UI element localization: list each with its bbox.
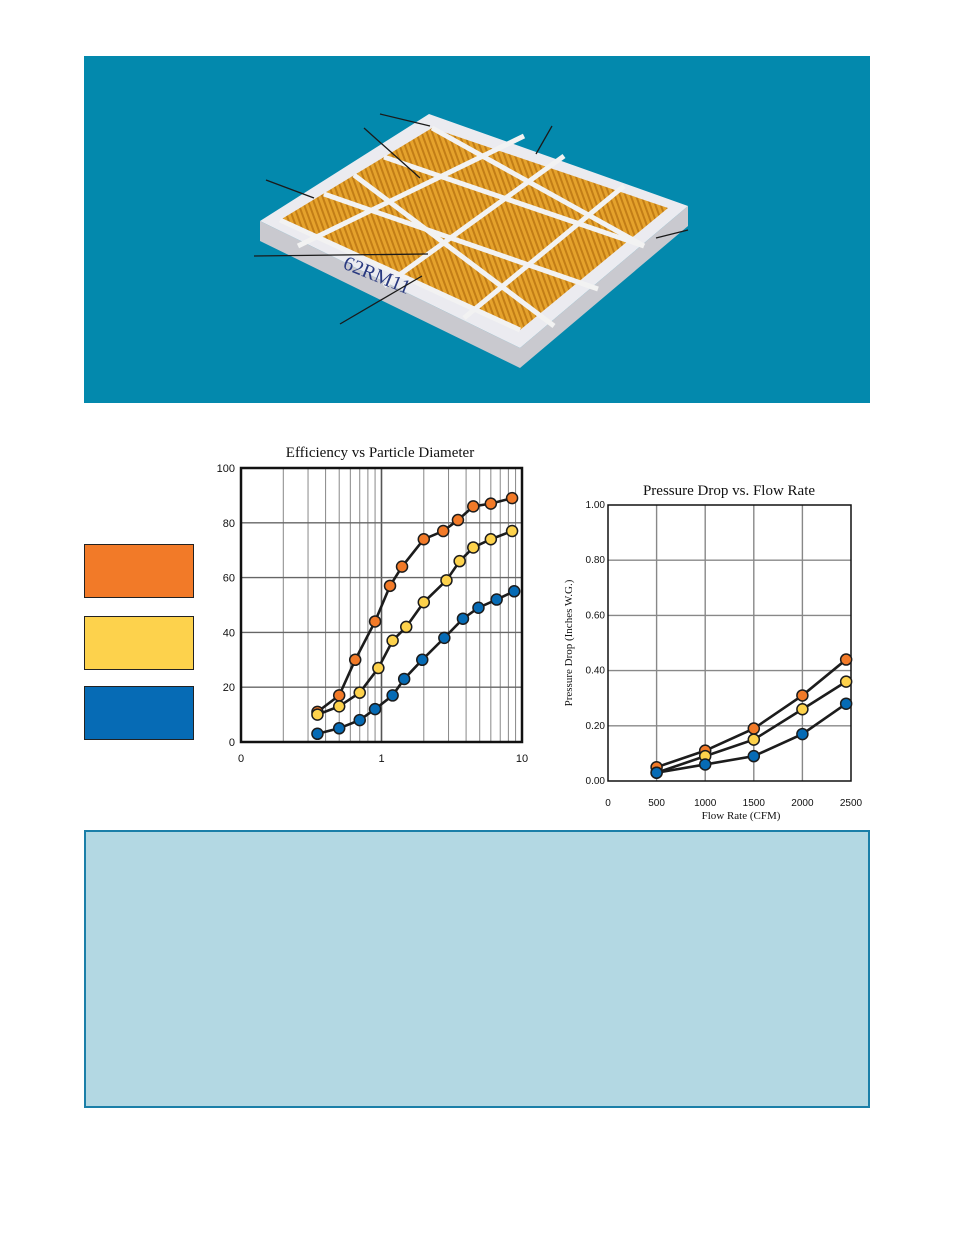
- efficiency-point-mid-6: [417, 596, 431, 609]
- efficiency-chart-frame: [239, 466, 524, 744]
- efficiency-point-mid-3: [372, 661, 385, 675]
- efficiency-point-high-8: [451, 513, 465, 527]
- efficiency-y-tick-label: 0: [229, 737, 235, 749]
- efficiency-y-tick-label: 60: [223, 573, 235, 585]
- product-hero-panel: 62RM11: [84, 56, 870, 403]
- pressure-drop-y-axis-label: Pressure Drop (Inches W.G.): [563, 579, 575, 706]
- pressure-x-tick-label: 1000: [694, 798, 717, 809]
- efficiency-point-high-7: [436, 524, 450, 538]
- filter-illustration: 62RM11: [253, 113, 689, 368]
- efficiency-point-low-8: [456, 612, 470, 625]
- efficiency-y-tick-label: 20: [223, 682, 235, 694]
- pressure-y-tick-label: 0.20: [586, 721, 606, 732]
- efficiency-point-low-11: [507, 585, 521, 598]
- pressure-x-tick-label: 0: [605, 798, 611, 809]
- pressure-point-low-3: [796, 727, 809, 741]
- pressure-y-tick-label: 1.00: [586, 500, 606, 511]
- pressure-point-high-2: [747, 722, 761, 735]
- pressure-x-tick-label: 2500: [840, 798, 863, 809]
- pressure-drop-chart-frame: [607, 504, 852, 782]
- efficiency-point-low-4: [386, 689, 399, 702]
- pressure-y-tick-label: 0.40: [586, 666, 606, 677]
- efficiency-point-mid-8: [453, 554, 466, 568]
- efficiency-point-high-3: [368, 615, 382, 628]
- pressure-drop-chart-ticks: 0 500 1000 1500 2000 2500 0.00 0.20 0.40 0.60 0.80…: [586, 500, 863, 809]
- efficiency-point-low-9: [472, 601, 485, 614]
- efficiency-chart: Efficiency vs Particle Diameter 0 20 40 60 8…: [217, 445, 528, 765]
- efficiency-chart-grid: [241, 468, 522, 742]
- pressure-x-tick-label: 1500: [743, 798, 766, 809]
- efficiency-point-high-9: [467, 500, 480, 513]
- efficiency-chart-ticks: 0 20 40 60 80 100 0 1 10: [217, 463, 528, 765]
- efficiency-point-low-6: [415, 653, 429, 667]
- callout-lines: [253, 113, 689, 325]
- efficiency-chart-series: [311, 491, 521, 741]
- efficiency-chart-title: Efficiency vs Particle Diameter: [286, 445, 474, 461]
- pressure-drop-chart-title: Pressure Drop vs. Flow Rate: [643, 483, 815, 499]
- efficiency-point-mid-1: [332, 700, 346, 713]
- efficiency-y-tick-label: 100: [217, 463, 235, 475]
- efficiency-point-mid-10: [484, 532, 498, 546]
- efficiency-point-high-6: [417, 532, 431, 546]
- efficiency-point-mid-9: [467, 541, 480, 554]
- efficiency-x-tick-label: 0: [238, 753, 244, 765]
- efficiency-y-tick-label: 80: [223, 518, 235, 530]
- efficiency-point-mid-7: [440, 574, 453, 587]
- pressure-point-mid-2: [747, 733, 761, 746]
- pressure-point-low-0: [650, 766, 663, 779]
- efficiency-point-high-2: [348, 653, 362, 667]
- pressure-y-tick-label: 0.00: [586, 776, 606, 787]
- efficiency-point-low-7: [438, 631, 451, 645]
- info-box: [84, 830, 870, 1108]
- efficiency-point-low-10: [490, 593, 503, 606]
- pressure-point-high-4: [839, 653, 853, 666]
- efficiency-point-low-1: [332, 722, 346, 735]
- efficiency-point-high-5: [395, 560, 409, 573]
- legend-swatch-mid-efficiency: [84, 616, 194, 670]
- pressure-point-low-2: [747, 749, 761, 763]
- efficiency-point-low-0: [311, 727, 324, 741]
- efficiency-point-mid-11: [505, 524, 519, 538]
- pressure-point-mid-3: [796, 702, 809, 716]
- filter-frame-side: [260, 206, 688, 368]
- efficiency-point-high-4: [383, 579, 397, 593]
- efficiency-point-mid-4: [386, 634, 399, 647]
- efficiency-point-high-1: [332, 689, 346, 702]
- efficiency-point-mid-2: [353, 686, 366, 699]
- efficiency-y-tick-label: 40: [223, 627, 235, 639]
- pressure-x-tick-label: 500: [648, 798, 665, 809]
- pressure-point-low-1: [698, 758, 712, 771]
- pressure-drop-chart-series: [650, 653, 853, 779]
- efficiency-point-mid-0: [311, 708, 324, 721]
- efficiency-point-low-2: [353, 713, 366, 727]
- pressure-drop-x-axis-label: Flow Rate (CFM): [702, 810, 781, 822]
- pressure-point-mid-4: [839, 675, 853, 688]
- filter-support-grid: [278, 125, 646, 333]
- efficiency-point-low-5: [397, 672, 411, 686]
- efficiency-x-tick-label: 10: [516, 753, 528, 765]
- legend-swatch-high-efficiency: [84, 544, 194, 598]
- pressure-y-tick-label: 0.80: [586, 555, 606, 566]
- efficiency-point-low-3: [368, 702, 382, 716]
- pressure-point-low-4: [839, 697, 853, 710]
- efficiency-point-high-11: [505, 491, 519, 505]
- pressure-drop-chart: Pressure Drop vs. Flow Rate 0 500 1000 1500…: [563, 483, 863, 822]
- pressure-x-tick-label: 2000: [791, 798, 814, 809]
- efficiency-point-high-10: [484, 497, 498, 510]
- pressure-point-high-3: [796, 689, 809, 702]
- legend-swatch-low-efficiency: [84, 686, 194, 740]
- efficiency-point-mid-5: [399, 620, 413, 634]
- efficiency-x-tick-label: 1: [378, 753, 384, 765]
- pressure-y-tick-label: 0.60: [586, 610, 606, 621]
